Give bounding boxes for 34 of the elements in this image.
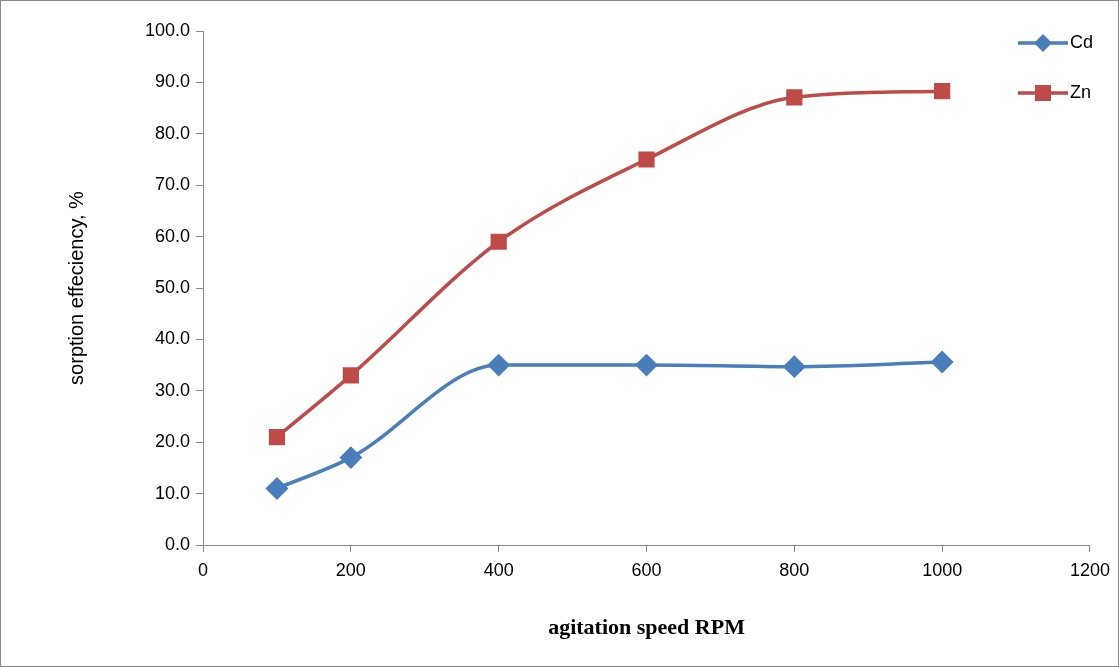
point	[635, 354, 658, 376]
y-tick-label: 10.0	[155, 482, 191, 503]
y-tick-label: 0.0	[165, 533, 191, 554]
x-axis-title: agitation speed RPM	[548, 614, 746, 640]
point	[783, 355, 806, 378]
y-tick-label: 80.0	[155, 122, 191, 143]
x-tick-label: 800	[779, 559, 810, 580]
x-tick-label: 600	[631, 559, 662, 580]
point	[638, 151, 655, 168]
y-tick-label: 40.0	[155, 328, 191, 349]
y-tick-label: 30.0	[155, 379, 191, 400]
y-tick-label: 70.0	[155, 174, 191, 195]
y-axis-title: sorption effeciency, %	[64, 190, 87, 385]
x-tick-label: 200	[335, 559, 366, 580]
legend-label: Zn	[1069, 81, 1091, 102]
point	[268, 428, 286, 446]
point	[934, 83, 951, 100]
legend-label: Cd	[1069, 31, 1093, 52]
x-tick-label: 400	[483, 559, 514, 580]
point	[931, 351, 953, 373]
point	[342, 367, 359, 384]
x-tick-label: 1000	[922, 559, 963, 580]
y-tick-label: 100.0	[145, 19, 191, 40]
y-tick-label: 20.0	[155, 431, 191, 452]
point	[490, 233, 507, 250]
y-tick-label: 60.0	[155, 225, 191, 246]
x-tick-label: 1200	[1069, 559, 1110, 580]
point	[786, 89, 803, 106]
point	[487, 354, 510, 376]
point	[340, 446, 362, 469]
y-tick-label: 90.0	[155, 71, 191, 92]
x-tick-label: 0	[198, 559, 209, 580]
point	[266, 477, 288, 500]
y-tick-label: 50.0	[155, 276, 191, 297]
